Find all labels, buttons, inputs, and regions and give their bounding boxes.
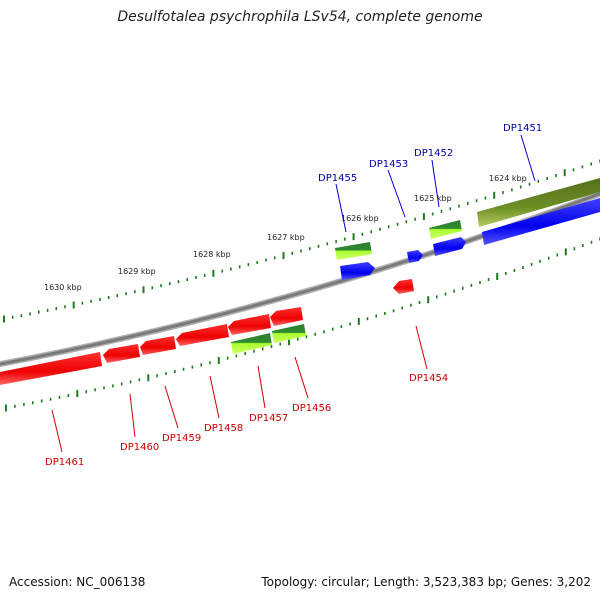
map-title: Desulfotalea psychrophila LSv54, complet… xyxy=(117,9,483,25)
reverse-leader-lines xyxy=(51,325,428,453)
leader-dp1461 xyxy=(51,409,63,453)
gene-dp1460[interactable] xyxy=(103,344,140,363)
gene-label-dp1455[interactable]: DP1455 xyxy=(318,173,357,184)
leader-dp1454 xyxy=(415,325,428,370)
leader-dp1453 xyxy=(387,169,406,218)
rna-gene-dp1457[interactable] xyxy=(231,333,272,354)
gene-label-dp1454[interactable]: DP1454 xyxy=(409,373,448,384)
rna-gene-dp1452[interactable] xyxy=(429,220,462,239)
kbp-label: 1630 kbp xyxy=(44,283,82,292)
gene-dp1457[interactable] xyxy=(228,314,271,335)
kbp-label: 1627 kbp xyxy=(267,233,305,242)
gene-dp1452[interactable] xyxy=(433,237,466,256)
gene-label-dp1457[interactable]: DP1457 xyxy=(249,413,288,424)
leader-dp1458 xyxy=(209,375,220,419)
leader-dp1459 xyxy=(164,385,179,429)
gene-dp1461[interactable] xyxy=(0,352,102,385)
gene-label-dp1451[interactable]: DP1451 xyxy=(503,123,542,134)
gene-dp1459[interactable] xyxy=(140,336,176,355)
gene-dp1453[interactable] xyxy=(407,250,423,263)
leader-dp1457 xyxy=(257,365,266,409)
inner-ruler xyxy=(5,237,600,412)
gene-label-dp1459[interactable]: DP1459 xyxy=(162,433,201,444)
gene-label-dp1456[interactable]: DP1456 xyxy=(292,403,331,414)
gene-dp1451[interactable] xyxy=(482,198,600,245)
pseudogene-feature[interactable] xyxy=(477,178,600,227)
gene-dp1458[interactable] xyxy=(176,324,229,346)
kbp-label: 1629 kbp xyxy=(118,267,156,276)
leader-dp1455 xyxy=(335,183,347,233)
forward-leader-lines xyxy=(335,134,536,233)
genome-summary: Topology: circular; Length: 3,523,383 bp… xyxy=(261,575,591,589)
kbp-label: 1628 kbp xyxy=(193,250,231,259)
gene-label-dp1453[interactable]: DP1453 xyxy=(369,159,408,170)
rna-gene-dp1456[interactable] xyxy=(272,324,306,343)
kbp-label: 1625 kbp xyxy=(414,194,452,203)
gene-dp1454[interactable] xyxy=(393,279,414,294)
gene-label-dp1458[interactable]: DP1458 xyxy=(204,423,243,434)
gene-label-dp1452[interactable]: DP1452 xyxy=(414,148,453,159)
leader-dp1456 xyxy=(294,356,309,399)
kbp-label: 1624 kbp xyxy=(489,174,527,183)
outer-ruler xyxy=(3,159,600,323)
gene-dp1455[interactable] xyxy=(340,262,375,280)
accession-label: Accession: NC_006138 xyxy=(9,575,146,589)
leader-dp1452 xyxy=(431,159,440,208)
gene-dp1456[interactable] xyxy=(270,307,303,326)
gene-label-dp1461[interactable]: DP1461 xyxy=(45,457,84,468)
kbp-label: 1626 kbp xyxy=(341,214,379,223)
rna-gene-dp1455[interactable] xyxy=(335,242,372,260)
leader-dp1460 xyxy=(129,393,136,438)
gene-label-dp1460[interactable]: DP1460 xyxy=(120,442,159,453)
leader-dp1451 xyxy=(520,134,536,182)
